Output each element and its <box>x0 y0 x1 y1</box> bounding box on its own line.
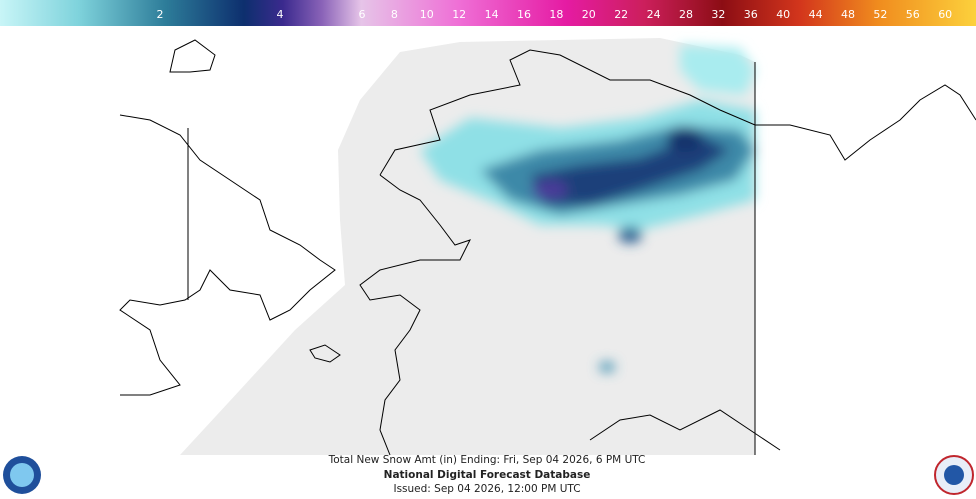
colorbar-tick-label: 8 <box>391 8 398 21</box>
colorbar <box>0 0 976 26</box>
colorbar-tick-label: 24 <box>647 8 661 21</box>
colorbar-tick-label: 60 <box>938 8 952 21</box>
colorbar-tick-label: 2 <box>157 8 164 21</box>
colorbar-tick-label: 22 <box>614 8 628 21</box>
forecast-domain <box>180 38 755 455</box>
colorbar-tick-label: 48 <box>841 8 855 21</box>
colorbar-tick-label: 32 <box>711 8 725 21</box>
colorbar-ticks: 2 4 6 8 10 12 14 16 18 20 22 24 28 32 36 40 44 48 52 56 60 <box>157 8 953 21</box>
colorbar-tick-label: 36 <box>744 8 758 21</box>
colorbar-tick-label: 14 <box>485 8 499 21</box>
caption-title: National Digital Forecast Database <box>384 469 591 481</box>
colorbar-tick-label: 20 <box>582 8 596 21</box>
colorbar-tick-label: 18 <box>549 8 563 21</box>
colorbar-tick-label: 40 <box>776 8 790 21</box>
coastlines <box>119 39 976 456</box>
colorbar-tick-label: 6 <box>359 8 366 21</box>
caption-issued: Issued: Sep 04 2026, 12:00 PM UTC <box>393 483 580 495</box>
colorbar-tick-label: 16 <box>517 8 531 21</box>
caption-line: Total New Snow Amt (in) Ending: Fri, Sep… <box>328 454 646 466</box>
nws-logo <box>934 455 974 495</box>
noaa-logo <box>3 456 41 494</box>
colorbar-tick-label: 12 <box>452 8 466 21</box>
snow-field <box>420 45 755 372</box>
colorbar-tick-label: 56 <box>906 8 920 21</box>
colorbar-tick-label: 10 <box>420 8 434 21</box>
colorbar-tick-label: 52 <box>873 8 887 21</box>
colorbar-tick-label: 44 <box>809 8 823 21</box>
colorbar-tick-label: 4 <box>277 8 284 21</box>
colorbar-tick-label: 28 <box>679 8 693 21</box>
